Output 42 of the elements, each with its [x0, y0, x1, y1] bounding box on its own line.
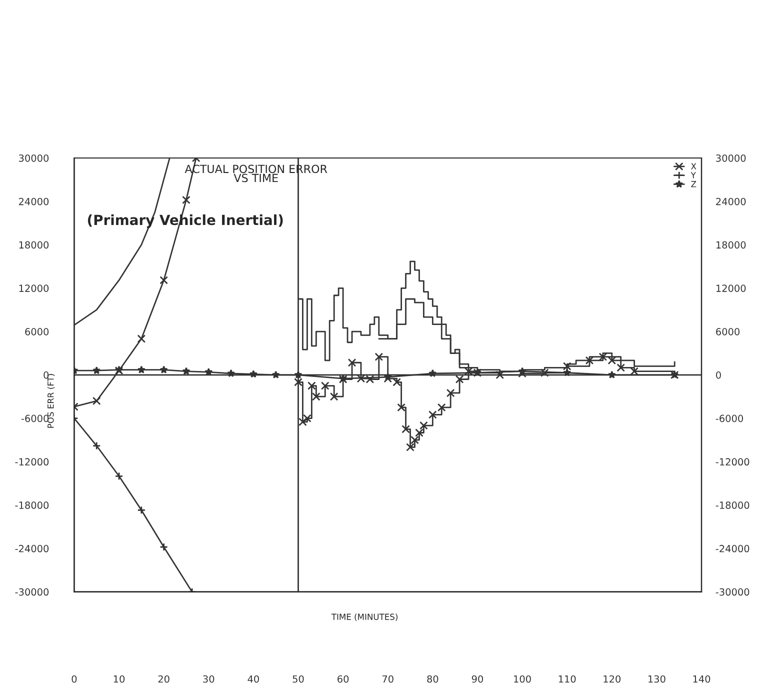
x-tick-label: 50	[292, 675, 304, 683]
x-tick-label: 140	[693, 675, 710, 683]
x-tick-label: 120	[604, 675, 621, 683]
x-tick-label: 80	[427, 675, 438, 683]
x-tick-label: 130	[648, 675, 666, 683]
legend-label: X	[691, 163, 696, 170]
x-axis-title: TIME (MINUTES)	[331, 614, 398, 621]
x-tick-label: 30	[203, 675, 214, 683]
y-tick-label: -6000	[21, 414, 49, 422]
x-tick-label: 90	[472, 675, 484, 683]
x-tick-label: 40	[248, 675, 259, 683]
x-tick-label: 0	[72, 675, 77, 683]
legend-label: Z	[691, 181, 696, 188]
x-tick-label: 10	[114, 675, 125, 683]
y2-tick-label: 0	[716, 371, 721, 379]
y-tick-label: 30000	[19, 154, 49, 162]
x-tick-label: 20	[158, 675, 170, 683]
y-tick-label: 0	[44, 371, 49, 379]
y2-tick-label: 30000	[716, 154, 746, 162]
y-tick-label: 18000	[19, 241, 49, 249]
y2-tick-label: -24000	[716, 544, 750, 552]
x-tick-label: 110	[558, 675, 576, 683]
y2-tick-label: -12000	[716, 458, 750, 466]
x-tick-label: 100	[514, 675, 531, 683]
y2-tick-label: 18000	[716, 241, 746, 249]
x-tick-label: 70	[382, 675, 394, 683]
y-tick-label: -18000	[15, 502, 49, 509]
y2-tick-label: -6000	[716, 414, 743, 422]
legend-label: Y	[690, 172, 696, 178]
y2-tick-label: -30000	[716, 588, 750, 596]
y2-tick-label: 24000	[716, 198, 746, 206]
y-tick-label: -24000	[15, 544, 49, 552]
y2-tick-label: -18000	[716, 502, 750, 509]
y-tick-label: -12000	[15, 458, 49, 466]
y2-tick-label: 12000	[716, 284, 746, 292]
y-axis-title: POS ERR (FT)	[47, 374, 55, 428]
y-tick-label: 24000	[18, 198, 49, 206]
y-tick-label: 12000	[19, 284, 49, 292]
y2-tick-label: 6000	[716, 328, 740, 336]
y-tick-label: 6000	[25, 328, 49, 336]
y-tick-label: -30000	[15, 588, 49, 596]
x-tick-label: 60	[338, 675, 349, 683]
